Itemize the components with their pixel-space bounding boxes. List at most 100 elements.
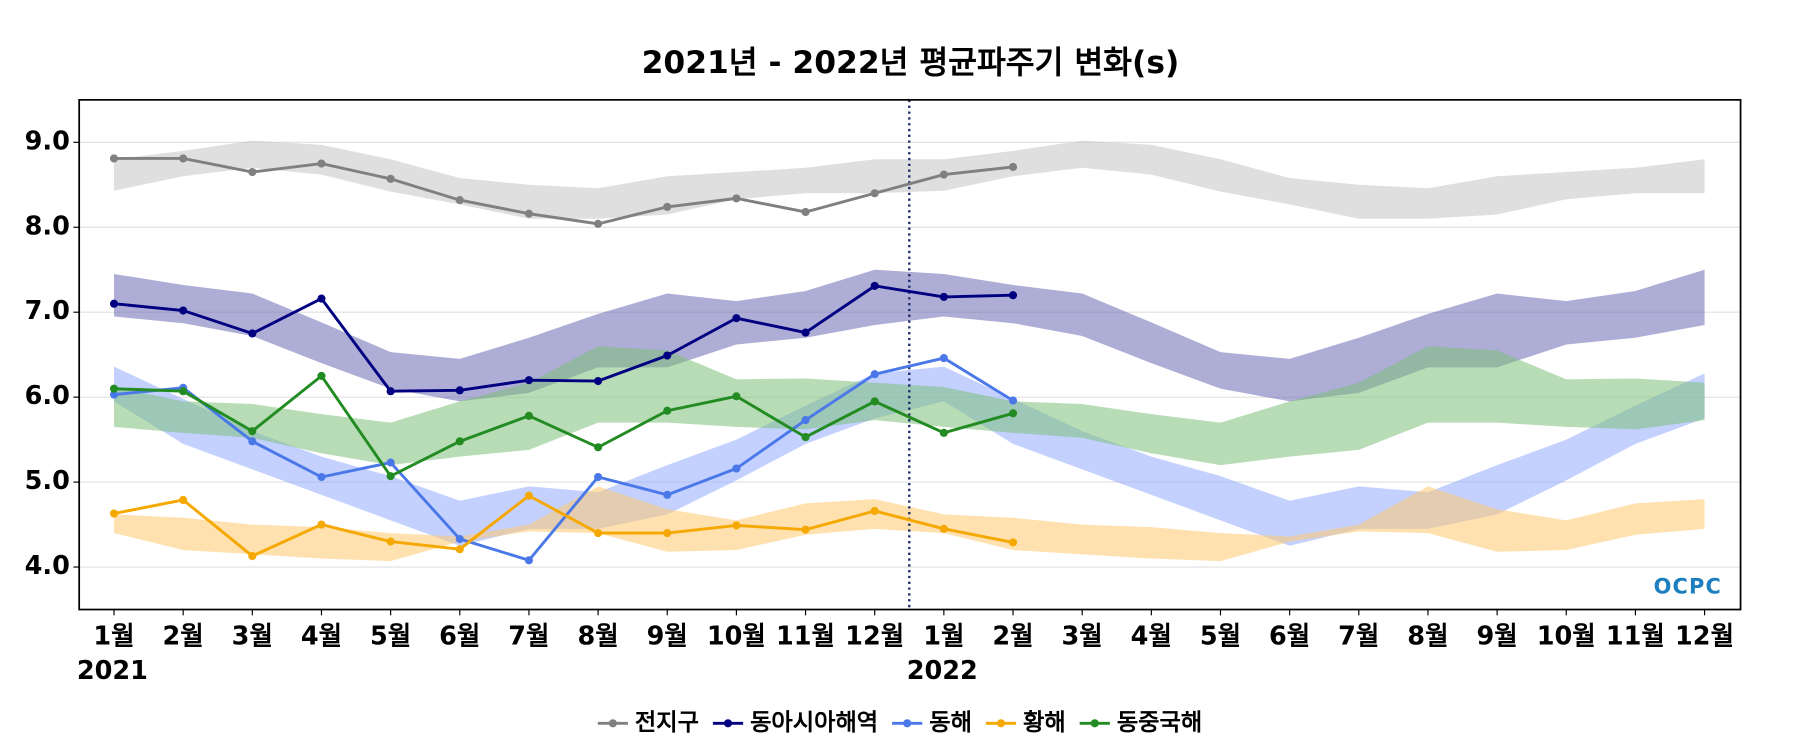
x-tick-label: 5월 [370,621,411,651]
data-point [1008,409,1018,418]
data-point [109,299,119,308]
data-point [248,551,257,561]
legend-marker [996,719,1006,728]
legend-label: 전지구 [635,709,699,736]
logo: OCPC [1654,574,1722,598]
legend-label: 황해 [1023,709,1066,736]
data-point [109,390,119,399]
data-point [663,406,672,415]
data-point [524,209,534,218]
data-point [317,159,326,168]
x-tick-label: 10월 [707,621,766,651]
chart-title: 2021년 - 2022년 평균파주기 변화(s) [642,45,1180,81]
data-point [663,490,672,499]
data-point [386,537,395,546]
data-point [594,529,603,538]
data-point [870,397,879,406]
data-point [179,154,188,163]
data-point [524,376,534,385]
data-point [386,387,395,396]
data-point [594,219,603,228]
data-point [594,376,603,386]
range-band [114,269,1705,402]
series-line [113,373,1014,479]
data-point [179,495,188,505]
data-point [663,202,672,211]
y-tick-label: 6.0 [25,381,70,411]
data-point [939,292,948,301]
data-point [317,520,326,529]
data-point [732,392,741,401]
data-point [732,521,741,530]
x-tick-label: 6월 [439,621,480,651]
y-tick-label: 5.0 [25,466,70,496]
x-tick-label: 12월 [845,621,904,651]
year-label: 2022 [907,656,978,686]
data-point [524,556,534,565]
series-line [113,284,1014,393]
x-tick-label: 7월 [1338,621,1379,651]
y-tick-label: 9.0 [25,126,70,156]
data-point [594,472,603,482]
data-point [109,384,119,393]
data-point [1008,396,1018,405]
data-point [801,207,810,217]
x-tick-label: 2월 [992,621,1033,651]
x-tick-label: 8월 [1407,621,1448,651]
data-point [801,433,810,442]
legend-marker [903,719,912,728]
data-point [732,314,741,323]
data-point [1008,291,1018,300]
x-tick-label: 10월 [1537,621,1596,651]
data-point [455,437,464,446]
legend-label: 동해 [929,709,972,736]
legend: 전지구 동아시아해역 동해 황해 동중국해 [597,709,1202,736]
range-band [114,140,1705,219]
range-band [114,366,1705,546]
x-tick-label: 3월 [1062,621,1103,651]
data-point [870,189,879,198]
data-point [870,281,879,290]
data-point [801,328,810,337]
data-point [1008,162,1018,172]
data-point [109,154,119,163]
data-point [801,525,810,534]
data-point [663,529,672,538]
range-band [114,346,1705,466]
data-point [732,194,741,203]
legend-marker [1090,719,1099,728]
year-label: 2021 [77,656,148,686]
x-tick-label: 2월 [163,621,204,651]
x-tick-label: 8월 [577,621,618,651]
x-tick-label: 12월 [1675,621,1734,651]
series-line [114,157,1014,226]
data-point [939,524,948,533]
data-point [524,411,534,420]
data-point [109,509,119,518]
series-line [113,356,1014,562]
x-tick-label: 1월 [923,621,964,651]
y-tick-label: 8.0 [25,211,70,241]
x-tick-label: 1월 [93,621,134,651]
x-tick-label: 3월 [232,621,273,651]
data-point [870,506,879,516]
x-tick-label: 4월 [1131,621,1172,651]
series-line [113,493,1014,558]
data-point [524,491,534,500]
x-tick-label: 9월 [1476,621,1517,651]
data-point [179,387,188,396]
data-point [801,416,810,425]
x-tick-label: 11월 [776,621,835,651]
y-tick-label: 7.0 [25,296,70,326]
data-point [386,472,395,481]
x-tick-label: 11월 [1606,621,1665,651]
data-point [939,170,948,179]
legend-label: 동중국해 [1117,709,1202,736]
legend-label: 동아시아해역 [750,709,878,736]
data-point [663,351,672,360]
x-tick-label: 7월 [508,621,549,651]
x-tick-label: 9월 [647,621,688,651]
data-point [317,294,326,303]
legend-marker [608,719,617,728]
data-point [870,370,879,379]
